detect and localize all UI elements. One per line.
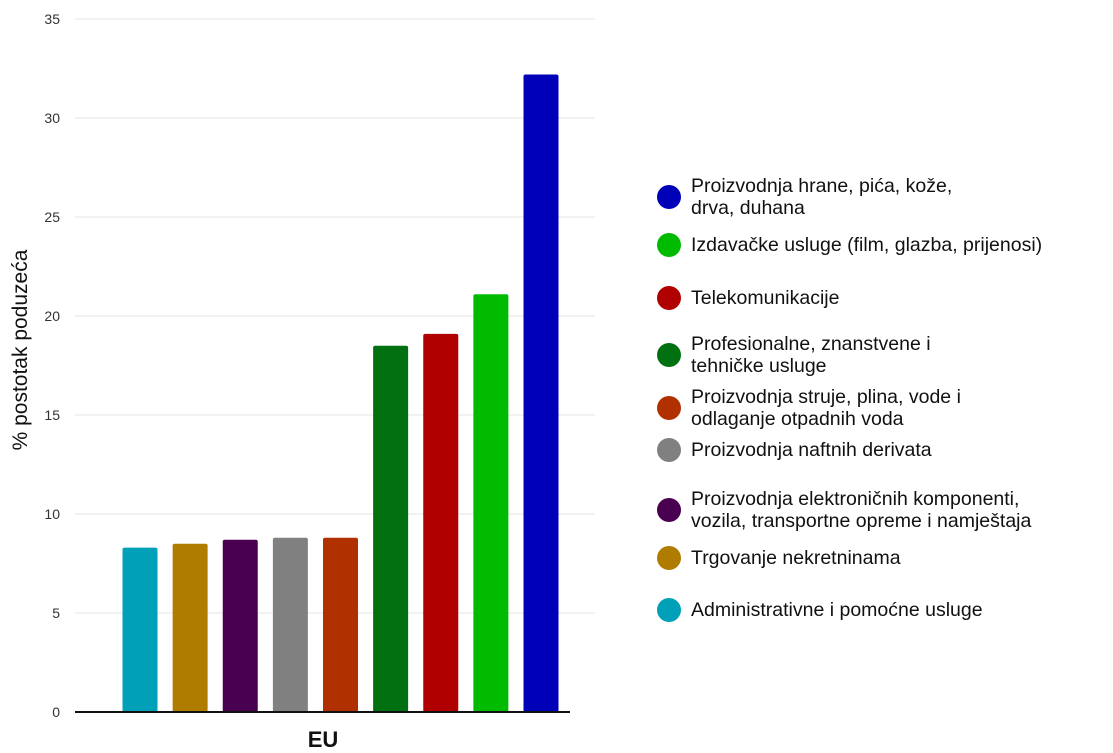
y-axis-label: % postotak poduzeća bbox=[9, 249, 32, 450]
y-tick-label: 30 bbox=[44, 110, 60, 126]
y-tick-label: 35 bbox=[44, 11, 60, 27]
legend-label: Proizvodnja struje, plina, vode i odlaga… bbox=[691, 386, 961, 430]
legend-item: Proizvodnja hrane, pića, kože, drva, duh… bbox=[657, 175, 952, 219]
legend-item: Profesionalne, znanstvene i tehničke usl… bbox=[657, 333, 931, 377]
bar bbox=[172, 543, 208, 712]
bar bbox=[222, 539, 258, 712]
legend-item: Administrativne i pomoćne usluge bbox=[657, 598, 983, 622]
bar bbox=[523, 74, 559, 712]
legend-item: Proizvodnja elektroničnih komponenti, vo… bbox=[657, 488, 1031, 532]
legend-swatch bbox=[657, 546, 681, 570]
legend-swatch bbox=[657, 343, 681, 367]
legend-swatch bbox=[657, 396, 681, 420]
y-tick-label: 20 bbox=[44, 308, 60, 324]
bar bbox=[373, 345, 409, 712]
bar bbox=[122, 547, 158, 712]
x-axis-label: EU bbox=[308, 727, 339, 752]
legend-swatch bbox=[657, 185, 681, 209]
legend-label: Proizvodnja naftnih derivata bbox=[691, 439, 932, 461]
bar-chart: 0 5 10 15 20 25 30 35 EU % postotak poduzeća bbox=[9, 11, 595, 752]
bar bbox=[323, 537, 358, 712]
y-tick-labels: 0 5 10 15 20 25 30 35 bbox=[44, 11, 60, 720]
legend-item: Izdavačke usluge (film, glazba, prijenos… bbox=[657, 233, 1042, 257]
y-tick-label: 5 bbox=[52, 605, 60, 621]
bar bbox=[272, 537, 308, 712]
legend-item: Trgovanje nekretninama bbox=[657, 546, 901, 570]
bar bbox=[423, 333, 459, 712]
legend-label: Profesionalne, znanstvene i tehničke usl… bbox=[691, 333, 931, 377]
legend-label: Proizvodnja elektroničnih komponenti, vo… bbox=[691, 488, 1032, 532]
legend-item: Proizvodnja struje, plina, vode i odlaga… bbox=[657, 386, 961, 430]
y-tick-label: 15 bbox=[44, 407, 60, 423]
legend-swatch bbox=[657, 598, 681, 622]
legend-label: Administrativne i pomoćne usluge bbox=[691, 599, 983, 621]
legend-item: Telekomunikacije bbox=[657, 286, 840, 310]
legend-label: Trgovanje nekretninama bbox=[691, 547, 901, 569]
bars bbox=[122, 74, 559, 712]
legend-label: Proizvodnja hrane, pića, kože, drva, duh… bbox=[691, 175, 953, 219]
legend-item: Proizvodnja naftnih derivata bbox=[657, 438, 932, 462]
y-tick-label: 10 bbox=[44, 506, 60, 522]
legend-label: Telekomunikacije bbox=[691, 287, 840, 309]
legend-swatch bbox=[657, 286, 681, 310]
y-tick-label: 25 bbox=[44, 209, 60, 225]
legend-label: Izdavačke usluge (film, glazba, prijenos… bbox=[691, 234, 1043, 256]
legend-swatch bbox=[657, 438, 681, 462]
bar bbox=[473, 294, 509, 712]
legend-swatch bbox=[657, 233, 681, 257]
legend: Proizvodnja hrane, pića, kože, drva, duh… bbox=[657, 0, 1113, 753]
legend-swatch bbox=[657, 498, 681, 522]
y-tick-label: 0 bbox=[52, 704, 60, 720]
gridlines bbox=[75, 18, 595, 614]
